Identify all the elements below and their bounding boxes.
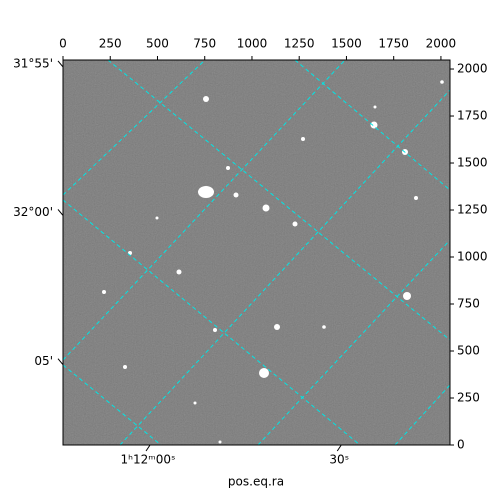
x-tick-label: 1500 [331, 37, 362, 51]
ra-tick-label: 30ˢ [329, 453, 349, 467]
y-tick-label: 750 [457, 297, 480, 311]
x-tick-label: 750 [193, 37, 216, 51]
dec-tick [57, 209, 64, 216]
y-tick-label: 2000 [457, 62, 488, 76]
y-tick-label: 0 [457, 438, 465, 452]
x-tick-label: 500 [146, 37, 169, 51]
frame [62, 59, 451, 446]
y-tick-label: 500 [457, 344, 480, 358]
ra-tick [336, 444, 342, 452]
dec-tick [57, 358, 64, 366]
y-tick-label: 1250 [457, 203, 488, 217]
dec-tick-label: 32°00' [13, 205, 53, 219]
dec-tick-label: 31°55' [13, 56, 53, 70]
x-tick-label: 2000 [426, 37, 457, 51]
x-tick-label: 1250 [284, 37, 315, 51]
y-tick-label: 1000 [457, 250, 488, 264]
x-tick-label: 1000 [237, 37, 268, 51]
coordinate-grid [63, 60, 450, 445]
x-axis-label: pos.eq.ra [228, 475, 284, 489]
ra-tick-label: 1ʰ12ᵐ00ˢ [121, 453, 176, 467]
image-noise [63, 60, 450, 445]
y-tick-label: 1500 [457, 156, 488, 170]
x-tick-label: 250 [99, 37, 122, 51]
ra-tick [145, 444, 151, 452]
y-tick-label: 250 [457, 391, 480, 405]
dec-tick-label: 05' [34, 354, 53, 368]
x-tick-label: 1750 [378, 37, 409, 51]
x-tick-label: 0 [59, 37, 67, 51]
y-tick-label: 1750 [457, 109, 488, 123]
dec-tick [57, 60, 64, 68]
